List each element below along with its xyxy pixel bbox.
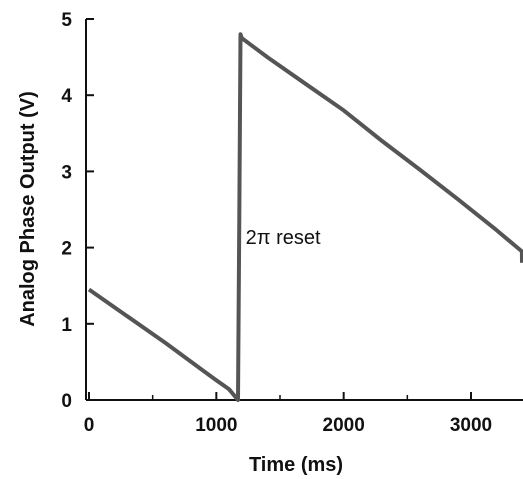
reset-annotation: 2π reset: [246, 227, 321, 249]
series-line-0: [87, 32, 523, 402]
y-tick-label: 4: [61, 86, 72, 107]
x-tick-label: 2000: [323, 415, 365, 436]
x-tick-label: 0: [84, 415, 95, 436]
x-axis-title: Time (ms): [249, 454, 343, 476]
axis-tick-labels: 0 1 2 3 4 5 0 1000 2000 3000: [61, 10, 492, 436]
y-tick-label: 3: [61, 162, 72, 183]
series-layer: [87, 32, 523, 402]
x-tick-label: 1000: [195, 415, 237, 436]
y-tick-label: 0: [61, 391, 72, 412]
y-axis-title: Analog Phase Output (V): [17, 91, 39, 327]
x-tick-label: 3000: [450, 415, 492, 436]
y-tick-label: 2: [61, 239, 72, 260]
chart-axes: [85, 19, 523, 401]
axis-ticks: [86, 18, 472, 401]
y-tick-label: 5: [61, 10, 72, 31]
y-tick-label: 1: [61, 315, 72, 336]
